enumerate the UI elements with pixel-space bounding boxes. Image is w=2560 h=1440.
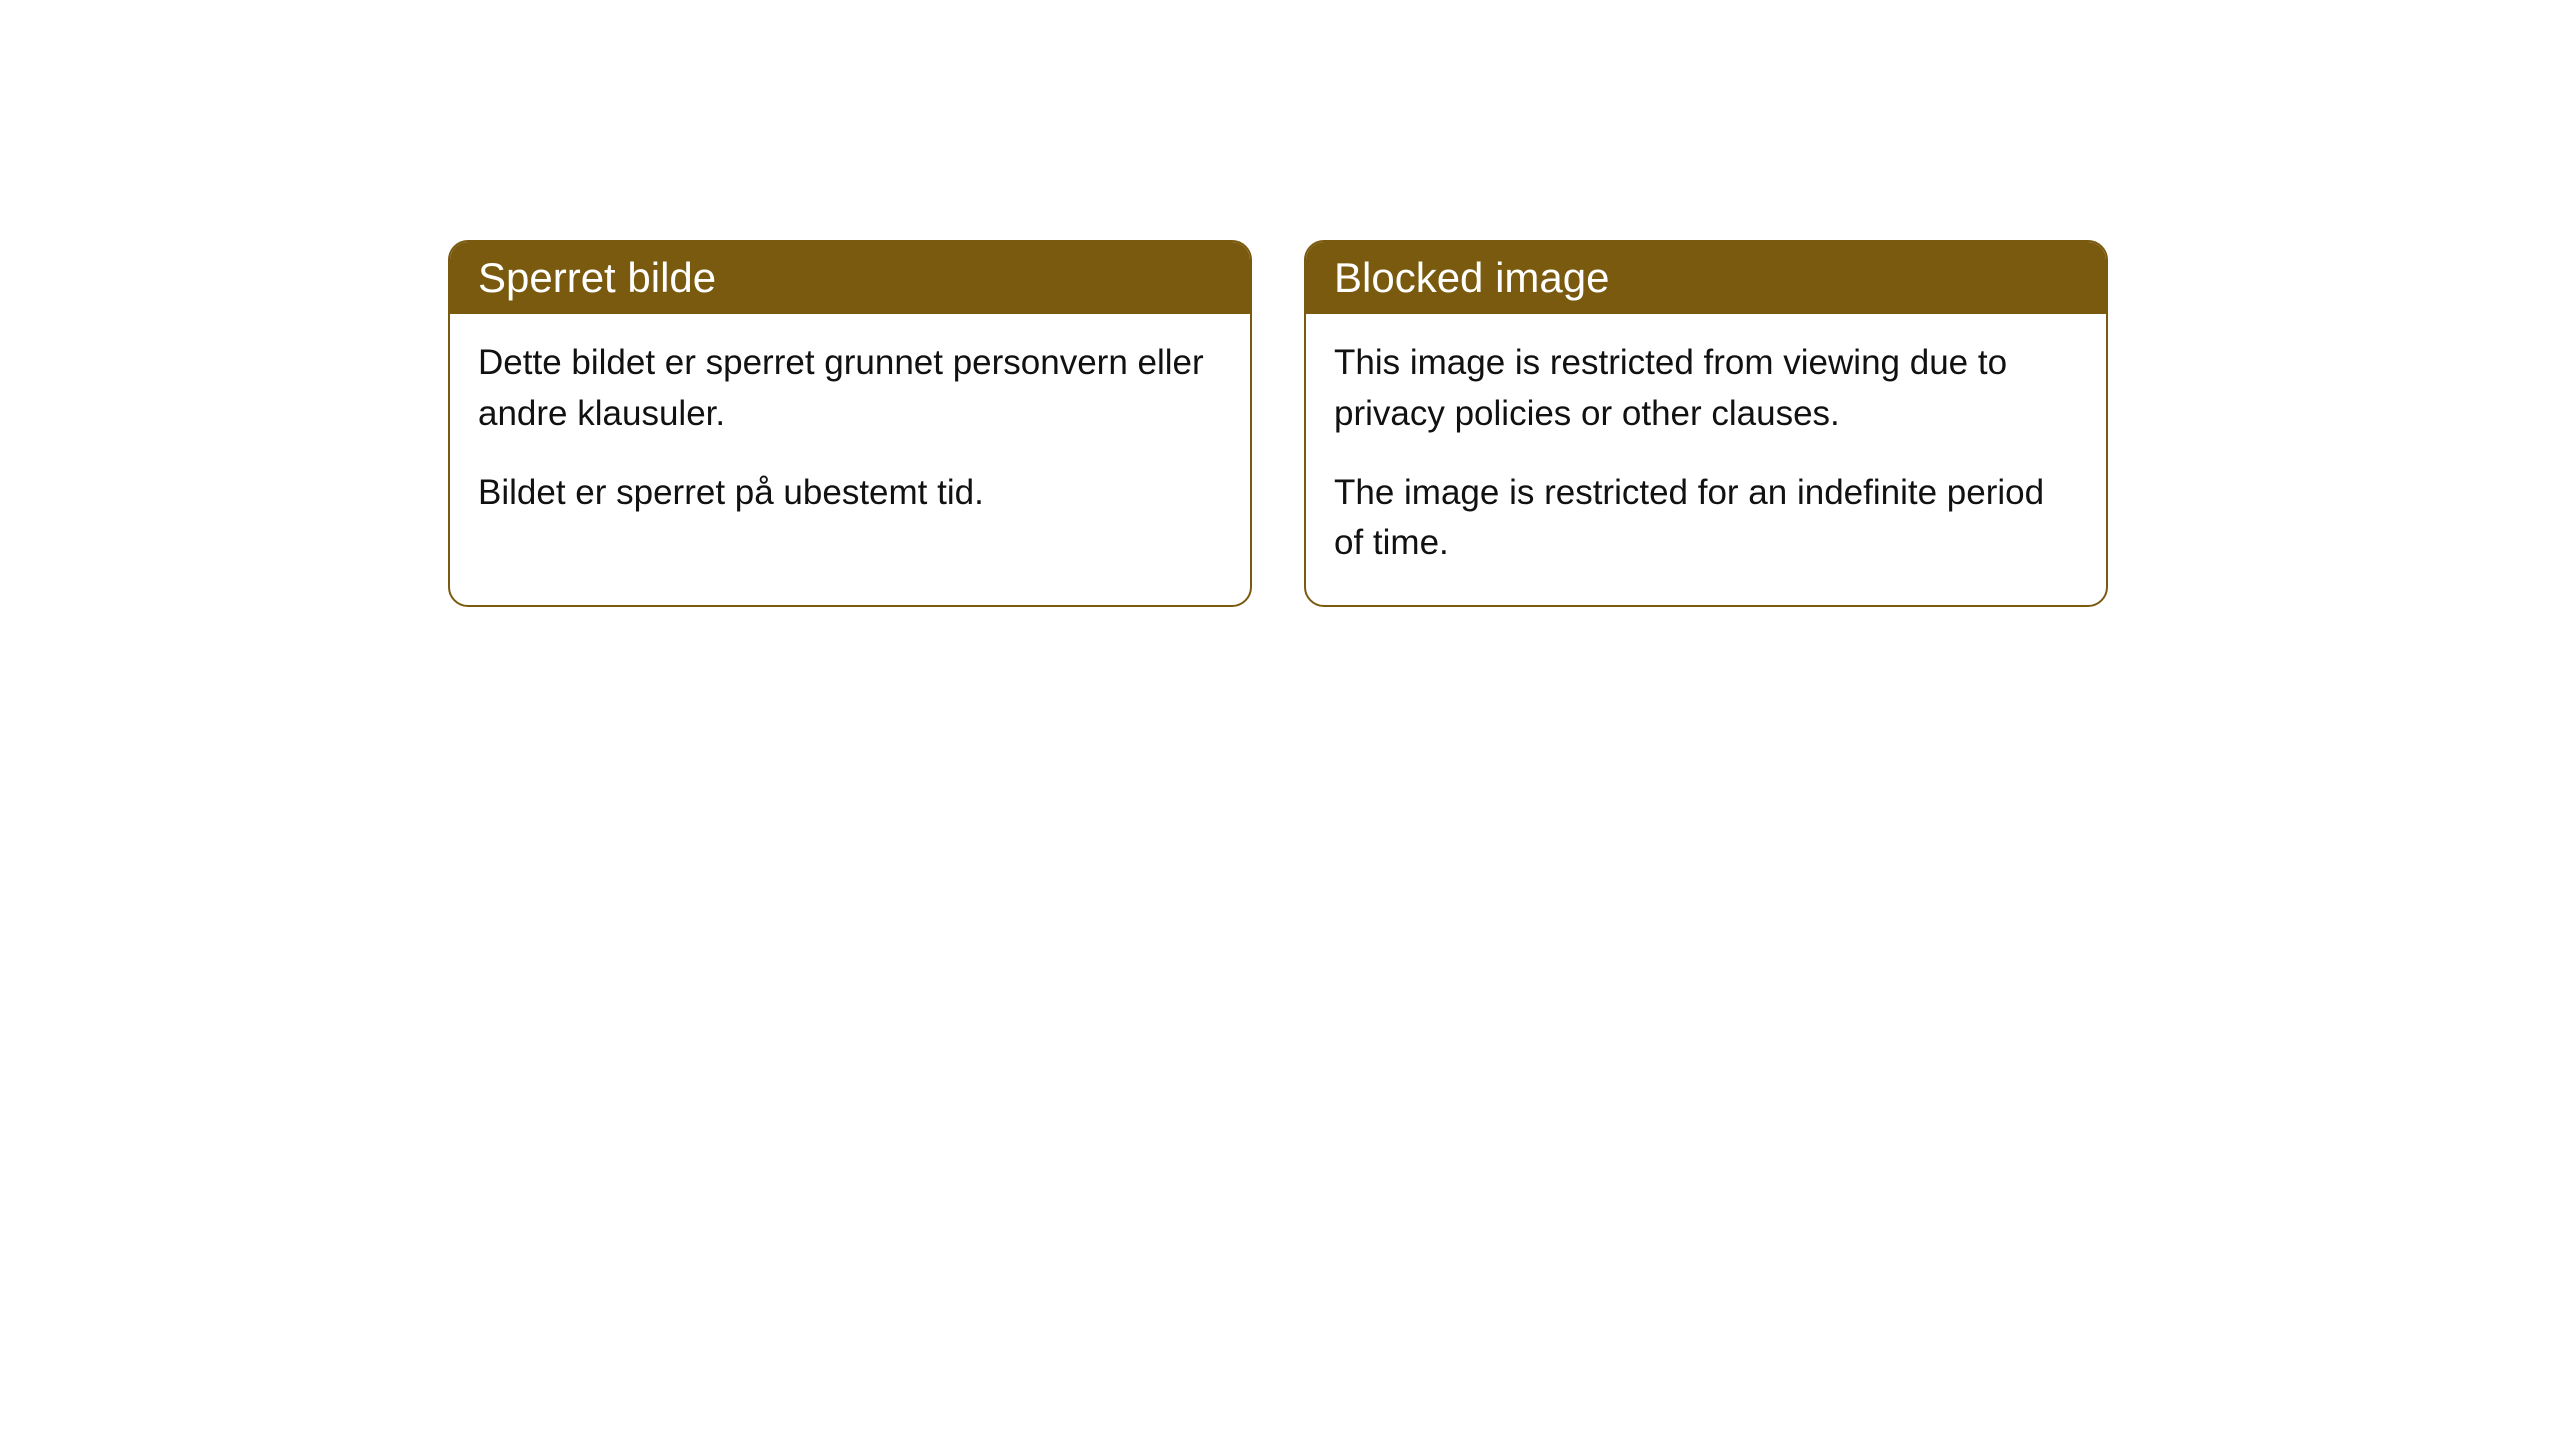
card-paragraph: Dette bildet er sperret grunnet personve…: [478, 338, 1222, 440]
card-header: Sperret bilde: [450, 242, 1250, 314]
card-header: Blocked image: [1306, 242, 2106, 314]
notice-cards-container: Sperret bilde Dette bildet er sperret gr…: [0, 0, 2560, 607]
card-paragraph: Bildet er sperret på ubestemt tid.: [478, 468, 1222, 519]
card-paragraph: The image is restricted for an indefinit…: [1334, 468, 2078, 570]
card-paragraph: This image is restricted from viewing du…: [1334, 338, 2078, 440]
blocked-image-card-no: Sperret bilde Dette bildet er sperret gr…: [448, 240, 1252, 607]
card-body: This image is restricted from viewing du…: [1306, 314, 2106, 605]
blocked-image-card-en: Blocked image This image is restricted f…: [1304, 240, 2108, 607]
card-body: Dette bildet er sperret grunnet personve…: [450, 314, 1250, 554]
